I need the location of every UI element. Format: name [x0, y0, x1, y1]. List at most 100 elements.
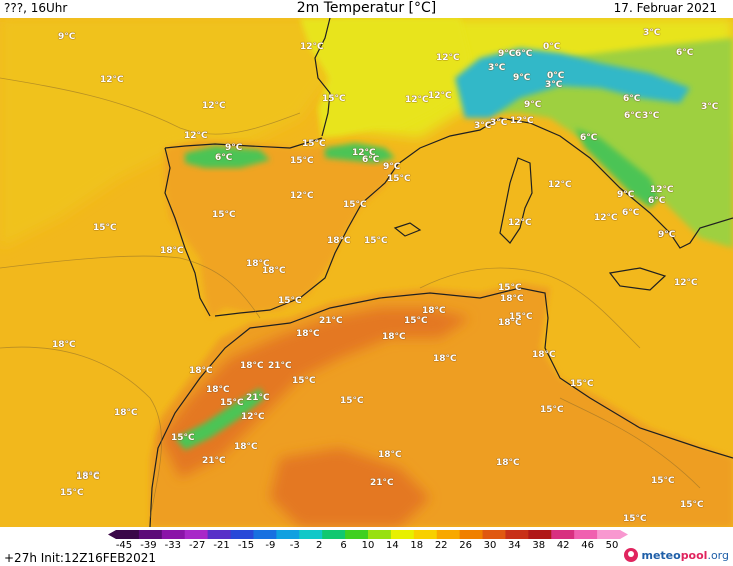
temperature-label: 15°C: [93, 223, 117, 233]
bay-of-biscay-area: [0, 18, 330, 248]
temperature-label: 15°C: [651, 476, 675, 486]
map-canvas: [0, 18, 733, 527]
temperature-label: 12°C: [352, 148, 376, 158]
scale-color-segment: [436, 530, 461, 539]
scale-tick-label: -45: [115, 540, 133, 551]
map-footer: -45 -39 -33 -27 -21 -15 -9 -3 2 6 10 14 18 22 26 30 34 38…: [0, 527, 733, 566]
temperature-label: 3°C: [643, 28, 661, 38]
map-header: ???, 16Uhr 2m Temperatur [°C] 17. Februa…: [0, 0, 733, 18]
scale-color-segment: [505, 530, 529, 539]
color-scale-ticks: -45 -39 -33 -27 -21 -15 -9 -3 2 6 10 14 18 22 26 30 34 38…: [108, 540, 628, 552]
scale-color-segment: [574, 530, 598, 539]
scale-color-segment: [116, 530, 140, 539]
scale-tick-label: 42: [556, 540, 570, 551]
scale-tick-label: 38: [532, 540, 546, 551]
temperature-label: 15°C: [570, 379, 594, 389]
temperature-label: 15°C: [387, 174, 411, 184]
atlas-cold-zone: [175, 388, 265, 450]
temperature-label: 18°C: [378, 450, 402, 460]
atlas-warm-zone: [160, 308, 470, 478]
isotherm-line: [559, 397, 701, 489]
temperature-label: 18°C: [532, 350, 556, 360]
temperature-label: 12°C: [241, 412, 265, 422]
temperature-label: 3°C: [642, 111, 660, 121]
scale-color-segment: [368, 530, 392, 539]
valid-date-label: 17. Februar 2021: [613, 1, 717, 15]
temperature-label: 15°C: [343, 200, 367, 210]
temperature-label: 12°C: [202, 101, 226, 111]
temperature-label: 12°C: [510, 116, 534, 126]
scale-color-segment: [551, 530, 575, 539]
temperature-label: 3°C: [701, 102, 719, 112]
scale-color-segment: [528, 530, 552, 539]
scale-tick-label: 2: [316, 540, 323, 551]
logo-text-pool: pool: [680, 548, 708, 562]
logo-text-meteo: meteo: [641, 548, 681, 562]
temperature-label: 9°C: [524, 100, 542, 110]
coastline-corsica-sardinia: [499, 157, 533, 244]
scale-color-segment: [459, 530, 484, 539]
coastlines: [149, 18, 733, 527]
temperature-label: 15°C: [498, 283, 522, 293]
temperature-label: 18°C: [206, 385, 230, 395]
temperature-label: 15°C: [171, 433, 195, 443]
scale-tick-label: -15: [237, 540, 255, 551]
temperature-label: 15°C: [278, 296, 302, 306]
scale-tick-label: 50: [605, 540, 619, 551]
temperature-label: 21°C: [246, 393, 270, 403]
temperature-label: 12°C: [300, 42, 324, 52]
valid-time-label: ???, 16Uhr: [4, 1, 68, 15]
scale-color-segment: [482, 530, 506, 539]
temperature-label: 12°C: [405, 95, 429, 105]
scale-tick-label: -39: [140, 540, 157, 551]
temperature-label: 21°C: [319, 316, 343, 326]
temperature-label: 15°C: [290, 156, 314, 166]
temperature-label: 18°C: [498, 318, 522, 328]
temperature-label: 12°C: [100, 75, 124, 85]
isotherm-line: [0, 346, 162, 519]
temperature-label: 6°C: [624, 111, 642, 121]
meteopool-logo[interactable]: meteopool.org: [624, 547, 729, 563]
temperature-label: 0°C: [547, 71, 565, 81]
temperature-label: 15°C: [364, 236, 388, 246]
temperature-label: 21°C: [202, 456, 226, 466]
temperature-label: 15°C: [623, 514, 647, 524]
scale-tick-label: 46: [581, 540, 594, 551]
isotherm-line: [419, 267, 641, 349]
isotherm-line: [0, 255, 261, 319]
temperature-label: 12°C: [594, 213, 618, 223]
temperature-label: 9°C: [658, 230, 676, 240]
scale-color-segment: [597, 530, 621, 539]
scale-color-segment: [299, 530, 323, 539]
temperature-label: 6°C: [215, 153, 233, 163]
alps-cold-zone: [455, 48, 690, 118]
temperature-label: 15°C: [302, 139, 326, 149]
temperature-label: 12°C: [674, 278, 698, 288]
temperature-label: 6°C: [580, 133, 598, 143]
temperature-label: 6°C: [623, 94, 641, 104]
scale-tick-label: -33: [164, 540, 181, 551]
temperature-label: 15°C: [540, 405, 564, 415]
model-init-label: +27h Init:12Z16FEB2021: [4, 551, 156, 565]
temperature-label: 18°C: [382, 332, 406, 342]
scale-color-segment: [276, 530, 300, 539]
temperature-label: 18°C: [262, 266, 286, 276]
scale-color-segment: [138, 530, 163, 539]
scale-color-segment: [207, 530, 232, 539]
temperature-label: 6°C: [362, 155, 380, 165]
meteopool-logo-text: meteopool.org: [641, 549, 729, 562]
isotherm-lines: [0, 77, 701, 519]
temperature-label: 12°C: [548, 180, 572, 190]
temperature-label: 18°C: [76, 471, 100, 481]
scale-color-segment: [345, 530, 369, 539]
temperature-label: 15°C: [404, 316, 428, 326]
temperature-label: 12°C: [290, 191, 314, 201]
france-land: [300, 18, 470, 138]
scale-color-segment: [390, 530, 415, 539]
coastline-italy: [499, 117, 733, 249]
temperature-label: 15°C: [340, 396, 364, 406]
temperature-label: 15°C: [680, 500, 704, 510]
temperature-label: 18°C: [52, 340, 76, 350]
pyrenees-cold-zone: [325, 143, 395, 163]
scale-color-segment: [230, 530, 254, 539]
